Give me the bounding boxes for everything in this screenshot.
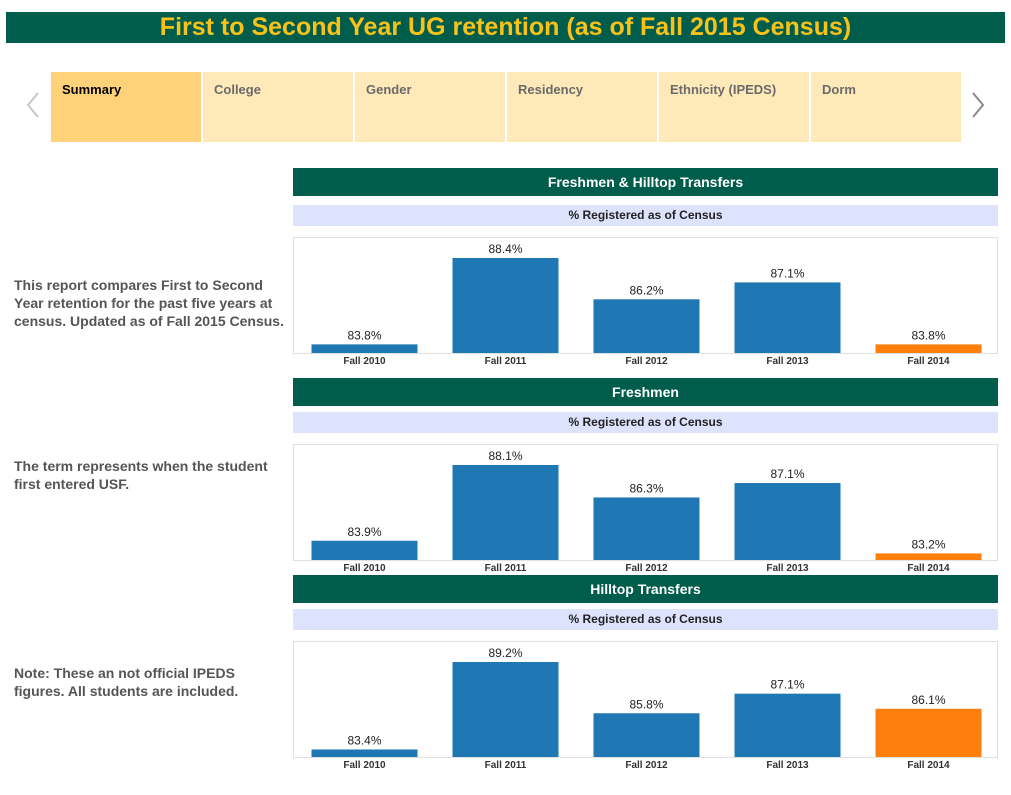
tab-label: Dorm: [822, 82, 856, 97]
x-tick-label: Fall 2013: [766, 760, 809, 771]
chart-title-hilltop-transfers: Hilltop Transfers: [293, 575, 998, 603]
data-label: 88.4%: [488, 242, 522, 256]
tab-gender[interactable]: Gender: [355, 72, 505, 142]
bar-fall-2013[interactable]: [734, 282, 841, 353]
data-label: 85.8%: [629, 697, 663, 711]
report-description: This report compares First to Second Yea…: [14, 277, 284, 329]
bar-fall-2010[interactable]: [311, 540, 418, 560]
tab-label: Gender: [366, 82, 412, 97]
chart-frame: [293, 444, 998, 561]
chevron-left-icon[interactable]: [24, 90, 42, 120]
data-label: 86.2%: [629, 283, 663, 297]
tab-summary[interactable]: Summary: [51, 72, 201, 142]
tab-ethnicity[interactable]: Ethnicity (IPEDS): [659, 72, 809, 142]
bar-fall-2012[interactable]: [593, 713, 700, 757]
x-tick-label: Fall 2010: [343, 563, 386, 574]
data-label: 83.8%: [347, 328, 381, 342]
x-tick-label: Fall 2013: [766, 563, 809, 574]
chart-subtitle: % Registered as of Census: [293, 609, 998, 630]
chart-title-freshmen: Freshmen: [293, 378, 998, 406]
term-description: The term represents when the student fir…: [14, 458, 268, 492]
data-label: 87.1%: [770, 467, 804, 481]
x-tick-label: Fall 2012: [625, 356, 668, 367]
chart-frame: [293, 237, 998, 354]
bar-fall-2014[interactable]: [875, 708, 982, 757]
bar-fall-2014[interactable]: [875, 344, 982, 353]
bar-fall-2011[interactable]: [452, 662, 559, 757]
data-label: 83.8%: [911, 328, 945, 342]
chevron-right-icon[interactable]: [969, 90, 987, 120]
tab-strip: Summary College Gender Residency Ethnici…: [51, 72, 961, 142]
tab-label: College: [214, 82, 261, 97]
bar-fall-2014[interactable]: [875, 553, 982, 560]
x-tick-label: Fall 2011: [485, 760, 527, 771]
chart-subtitle: % Registered as of Census: [293, 205, 998, 226]
x-tick-label: Fall 2014: [907, 563, 950, 574]
x-tick-label: Fall 2014: [907, 760, 950, 771]
chart-frame: [293, 641, 998, 758]
bar-fall-2010[interactable]: [311, 749, 418, 757]
data-label: 86.3%: [629, 481, 663, 495]
data-label: 87.1%: [770, 266, 804, 280]
bar-fall-2010[interactable]: [311, 344, 418, 353]
bar-fall-2013[interactable]: [734, 693, 841, 757]
x-tick-label: Fall 2010: [343, 356, 386, 367]
data-label: 89.2%: [488, 646, 522, 660]
x-tick-label: Fall 2012: [625, 563, 668, 574]
bar-chart-hilltop-transfers: 83.4% Fall 2010 89.2% Fall 2011 85.8% Fall 20…: [293, 641, 998, 771]
x-tick-label: Fall 2011: [485, 356, 527, 367]
chart-subtitle: % Registered as of Census: [293, 412, 998, 433]
bar-chart-freshmen-hilltop: 83.8% Fall 2010 88.4% Fall 2011 86.2% Fall 20…: [293, 237, 998, 367]
bar-fall-2011[interactable]: [452, 465, 559, 560]
page-title: First to Second Year UG retention (as of…: [6, 12, 1005, 43]
x-tick-label: Fall 2014: [907, 356, 950, 367]
bar-fall-2012[interactable]: [593, 497, 700, 560]
x-tick-label: Fall 2010: [343, 760, 386, 771]
x-tick-label: Fall 2012: [625, 760, 668, 771]
tab-college[interactable]: College: [203, 72, 353, 142]
x-tick-label: Fall 2013: [766, 356, 809, 367]
x-tick-label: Fall 2011: [485, 563, 527, 574]
tab-dorm[interactable]: Dorm: [811, 72, 961, 142]
chart-title-freshmen-hilltop: Freshmen & Hilltop Transfers: [293, 168, 998, 196]
tab-label: Ethnicity (IPEDS): [670, 82, 777, 97]
tab-label: Summary: [62, 82, 122, 97]
data-label: 83.4%: [347, 733, 381, 747]
data-label: 83.2%: [911, 537, 945, 551]
data-label: 86.1%: [911, 693, 945, 707]
note-description: Note: These an not official IPEDS figure…: [14, 665, 239, 699]
data-label: 88.1%: [488, 449, 522, 463]
bar-fall-2013[interactable]: [734, 483, 841, 560]
tab-residency[interactable]: Residency: [507, 72, 657, 142]
data-label: 83.9%: [347, 525, 381, 539]
tab-label: Residency: [518, 82, 584, 97]
data-label: 87.1%: [770, 678, 804, 692]
bar-fall-2012[interactable]: [593, 299, 700, 353]
bar-fall-2011[interactable]: [452, 258, 559, 353]
bar-chart-freshmen: 83.9% Fall 2010 88.1% Fall 2011 86.3% Fall 20…: [293, 444, 998, 574]
